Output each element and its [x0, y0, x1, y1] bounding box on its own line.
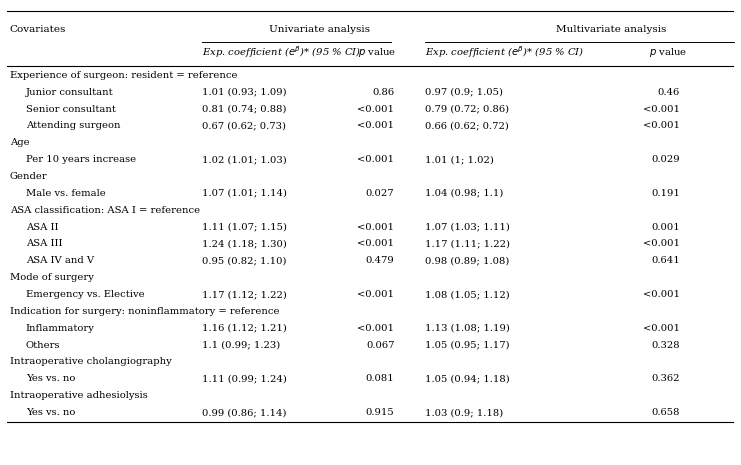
- Text: 1.05 (0.94; 1.18): 1.05 (0.94; 1.18): [425, 374, 510, 383]
- Text: 1.08 (1.05; 1.12): 1.08 (1.05; 1.12): [425, 290, 510, 299]
- Text: <0.001: <0.001: [643, 121, 679, 130]
- Text: 0.79 (0.72; 0.86): 0.79 (0.72; 0.86): [425, 105, 509, 113]
- Text: ASA II: ASA II: [25, 223, 58, 232]
- Text: <0.001: <0.001: [357, 121, 394, 130]
- Text: $p$ value: $p$ value: [358, 46, 396, 59]
- Text: Gender: Gender: [10, 172, 47, 181]
- Text: 0.67 (0.62; 0.73): 0.67 (0.62; 0.73): [202, 121, 286, 130]
- Text: 1.02 (1.01; 1.03): 1.02 (1.01; 1.03): [202, 155, 287, 164]
- Text: <0.001: <0.001: [357, 223, 394, 232]
- Text: <0.001: <0.001: [357, 290, 394, 299]
- Text: Experience of surgeon: resident = reference: Experience of surgeon: resident = refere…: [10, 71, 237, 80]
- Text: 0.46: 0.46: [657, 87, 679, 97]
- Text: 0.641: 0.641: [651, 256, 679, 265]
- Text: 1.11 (1.07; 1.15): 1.11 (1.07; 1.15): [202, 223, 287, 232]
- Text: Covariates: Covariates: [10, 25, 66, 34]
- Text: 0.86: 0.86: [372, 87, 394, 97]
- Text: <0.001: <0.001: [643, 239, 679, 248]
- Text: Attending surgeon: Attending surgeon: [25, 121, 120, 130]
- Text: <0.001: <0.001: [357, 155, 394, 164]
- Text: ASA IV and V: ASA IV and V: [25, 256, 93, 265]
- Text: Yes vs. no: Yes vs. no: [25, 374, 75, 383]
- Text: Senior consultant: Senior consultant: [25, 105, 116, 113]
- Text: Univariate analysis: Univariate analysis: [269, 25, 370, 34]
- Text: 0.067: 0.067: [366, 340, 394, 350]
- Text: Others: Others: [25, 340, 60, 350]
- Text: Multivariate analysis: Multivariate analysis: [556, 25, 666, 34]
- Text: Per 10 years increase: Per 10 years increase: [25, 155, 136, 164]
- Text: Yes vs. no: Yes vs. no: [25, 408, 75, 417]
- Text: 1.07 (1.03; 1.11): 1.07 (1.03; 1.11): [425, 223, 510, 232]
- Text: 0.328: 0.328: [651, 340, 679, 350]
- Text: <0.001: <0.001: [643, 105, 679, 113]
- Text: 1.13 (1.08; 1.19): 1.13 (1.08; 1.19): [425, 324, 510, 332]
- Text: ASA III: ASA III: [25, 239, 62, 248]
- Text: 0.479: 0.479: [366, 256, 394, 265]
- Text: 1.05 (0.95; 1.17): 1.05 (0.95; 1.17): [425, 340, 510, 350]
- Text: 1.16 (1.12; 1.21): 1.16 (1.12; 1.21): [202, 324, 287, 332]
- Text: Mode of surgery: Mode of surgery: [10, 273, 93, 282]
- Text: 1.11 (0.99; 1.24): 1.11 (0.99; 1.24): [202, 374, 287, 383]
- Text: 0.001: 0.001: [651, 223, 679, 232]
- Text: 0.081: 0.081: [366, 374, 394, 383]
- Text: 1.17 (1.11; 1.22): 1.17 (1.11; 1.22): [425, 239, 510, 248]
- Text: 0.915: 0.915: [366, 408, 394, 417]
- Text: 0.658: 0.658: [651, 408, 679, 417]
- Text: 1.03 (0.9; 1.18): 1.03 (0.9; 1.18): [425, 408, 503, 417]
- Text: 0.191: 0.191: [651, 189, 679, 198]
- Text: 0.029: 0.029: [651, 155, 679, 164]
- Text: 1.01 (0.93; 1.09): 1.01 (0.93; 1.09): [202, 87, 287, 97]
- Text: 1.04 (0.98; 1.1): 1.04 (0.98; 1.1): [425, 189, 503, 198]
- Text: $p$ value: $p$ value: [648, 46, 687, 59]
- Text: 0.027: 0.027: [366, 189, 394, 198]
- Text: Exp. coefficient ($e^{\beta}$)* (95 % CI): Exp. coefficient ($e^{\beta}$)* (95 % CI…: [425, 45, 584, 60]
- Text: Junior consultant: Junior consultant: [25, 87, 113, 97]
- Text: 0.97 (0.9; 1.05): 0.97 (0.9; 1.05): [425, 87, 503, 97]
- Text: 0.99 (0.86; 1.14): 0.99 (0.86; 1.14): [202, 408, 287, 417]
- Text: Intraoperative adhesiolysis: Intraoperative adhesiolysis: [10, 391, 147, 400]
- Text: 1.17 (1.12; 1.22): 1.17 (1.12; 1.22): [202, 290, 287, 299]
- Text: 0.66 (0.62; 0.72): 0.66 (0.62; 0.72): [425, 121, 509, 130]
- Text: Intraoperative cholangiography: Intraoperative cholangiography: [10, 358, 171, 366]
- Text: <0.001: <0.001: [643, 324, 679, 332]
- Text: 1.01 (1; 1.02): 1.01 (1; 1.02): [425, 155, 494, 164]
- Text: 0.362: 0.362: [651, 374, 679, 383]
- Text: <0.001: <0.001: [357, 324, 394, 332]
- Text: Age: Age: [10, 138, 29, 147]
- Text: 0.95 (0.82; 1.10): 0.95 (0.82; 1.10): [202, 256, 287, 265]
- Text: Inflammatory: Inflammatory: [25, 324, 94, 332]
- Text: Emergency vs. Elective: Emergency vs. Elective: [25, 290, 144, 299]
- Text: <0.001: <0.001: [357, 105, 394, 113]
- Text: <0.001: <0.001: [357, 239, 394, 248]
- Text: ASA classification: ASA I = reference: ASA classification: ASA I = reference: [10, 206, 200, 215]
- Text: Indication for surgery: noninflammatory = reference: Indication for surgery: noninflammatory …: [10, 307, 279, 316]
- Text: Exp. coefficient ($e^{\beta}$)* (95 % CI): Exp. coefficient ($e^{\beta}$)* (95 % CI…: [202, 45, 362, 60]
- Text: 0.98 (0.89; 1.08): 0.98 (0.89; 1.08): [425, 256, 509, 265]
- Text: Male vs. female: Male vs. female: [25, 189, 105, 198]
- Text: 0.81 (0.74; 0.88): 0.81 (0.74; 0.88): [202, 105, 287, 113]
- Text: 1.07 (1.01; 1.14): 1.07 (1.01; 1.14): [202, 189, 287, 198]
- Text: 1.24 (1.18; 1.30): 1.24 (1.18; 1.30): [202, 239, 287, 248]
- Text: <0.001: <0.001: [643, 290, 679, 299]
- Text: 1.1 (0.99; 1.23): 1.1 (0.99; 1.23): [202, 340, 280, 350]
